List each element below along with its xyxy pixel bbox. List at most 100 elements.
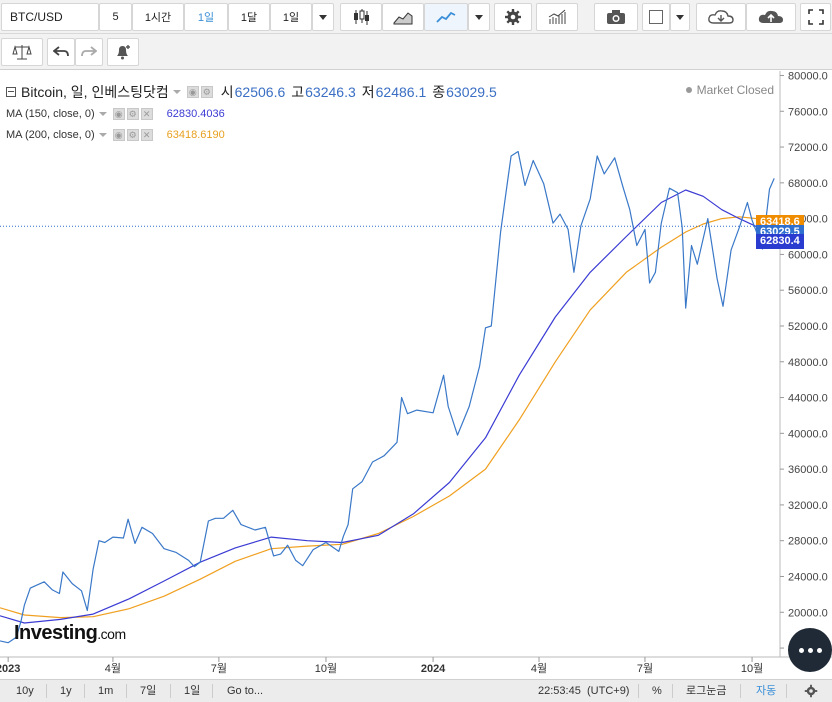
ma200-value: 63418.6190 (166, 128, 225, 141)
interval-dropdown-button[interactable]: 1일 (270, 3, 312, 31)
alert-button[interactable] (107, 38, 139, 66)
ma150-price-tag: 62830.4 (756, 234, 804, 250)
screenshot-button[interactable] (594, 3, 638, 31)
eye-icon[interactable]: ◉ (186, 86, 199, 98)
separator (212, 684, 213, 698)
goto-button[interactable]: Go to... (227, 685, 264, 697)
line-chart-button[interactable] (424, 3, 468, 31)
fullscreen-button[interactable] (800, 3, 831, 31)
time-tick-label: 2024 (421, 663, 446, 675)
high-value: 63246.3 (305, 84, 356, 100)
candles-chart-button[interactable] (340, 3, 382, 31)
legend-title: Bitcoin, 일, 인베스팅닷컴 (21, 84, 169, 100)
cloud-download-button[interactable] (696, 3, 746, 31)
chevron-down-icon (475, 14, 483, 20)
clock-time: 22:53:45 (538, 685, 581, 697)
time-tick-label: 10월 (315, 662, 337, 675)
price-chart[interactable]: 16000.020000.024000.028000.032000.036000… (0, 71, 832, 679)
ma200-label: MA (200, close, 0) (6, 128, 95, 141)
compare-button[interactable] (1, 38, 43, 66)
interval-1h-button[interactable]: 1시간 (132, 3, 184, 31)
bottom-bar: 10y 1y 1m 7일 1일 Go to... 22:53:45 (UTC+9… (0, 679, 832, 702)
color-picker-button[interactable] (642, 3, 670, 31)
bell-plus-icon (117, 45, 130, 60)
high-label: 고 (291, 84, 305, 100)
more-options-button[interactable] (788, 628, 832, 672)
auto-scale-toggle[interactable]: 자동 (756, 685, 777, 697)
ma150-value: 62830.4036 (166, 107, 225, 120)
area-chart-button[interactable] (382, 3, 424, 31)
price-tick-label: 52000.0 (788, 321, 828, 333)
price-tick-label: 56000.0 (788, 285, 828, 297)
scale-settings-button[interactable] (804, 680, 818, 702)
cloud-download-icon (708, 10, 734, 24)
close-value: 63029.5 (446, 84, 497, 100)
interval-1d-button[interactable]: 1일 (184, 3, 228, 31)
chevron-down-icon[interactable] (172, 90, 181, 94)
price-tick-label: 28000.0 (788, 536, 828, 548)
log-scale-toggle[interactable]: 로그눈금 (686, 685, 727, 697)
interval-5-button[interactable]: 5 (99, 3, 132, 31)
redo-button[interactable] (75, 38, 103, 66)
interval-dropdown-caret[interactable] (312, 3, 334, 31)
cloud-upload-button[interactable] (746, 3, 796, 31)
legend-ma150-row: MA (150, close, 0) ◉ ⚙ ✕ 62830.4036 (6, 103, 497, 124)
gear-icon (505, 9, 521, 25)
range-7d-button[interactable]: 7일 (140, 685, 157, 697)
cloud-upload-icon (758, 10, 783, 23)
area-chart-icon (393, 12, 413, 25)
eye-icon[interactable]: ◉ (112, 107, 125, 120)
chart-area[interactable]: 16000.020000.024000.028000.032000.036000… (0, 71, 832, 679)
interval-1mo-button[interactable]: 1달 (228, 3, 270, 31)
timezone-button[interactable]: (UTC+9) (587, 685, 630, 697)
price-tick-label: 68000.0 (788, 178, 828, 190)
color-swatch-icon (649, 10, 663, 24)
chart-type-dropdown[interactable] (468, 3, 490, 31)
gear-icon[interactable]: ⚙ (200, 86, 213, 98)
time-tick-label: 4월 (105, 662, 121, 675)
price-axis[interactable]: 16000.020000.024000.028000.032000.036000… (779, 71, 828, 657)
collapse-icon[interactable] (6, 87, 16, 97)
ma200-line (0, 216, 775, 619)
settings-button[interactable] (494, 3, 532, 31)
range-1m-button[interactable]: 1m (98, 685, 114, 697)
status-dot-icon (685, 87, 692, 93)
separator (170, 684, 171, 698)
chevron-down-icon (676, 14, 684, 20)
separator (84, 684, 85, 698)
percent-toggle[interactable]: % (652, 685, 662, 697)
price-tick-label: 72000.0 (788, 142, 828, 154)
open-label: 시 (220, 84, 234, 100)
price-tick-label: 60000.0 (788, 249, 828, 261)
logo-brand: Investing (14, 622, 98, 644)
gear-icon[interactable]: ⚙ (126, 107, 139, 120)
candlestick-icon (354, 9, 369, 25)
separator (126, 684, 127, 698)
price-tick-label: 32000.0 (788, 500, 828, 512)
price-tick-label: 24000.0 (788, 571, 828, 583)
symbol-input[interactable]: BTC/USD (1, 3, 99, 31)
range-10y-button[interactable]: 10y (16, 685, 34, 697)
price-line (0, 150, 775, 644)
chevron-down-icon (319, 14, 327, 20)
legend-main-row: Bitcoin, 일, 인베스팅닷컴 ◉ ⚙ 시 62506.6 고 63246… (6, 81, 497, 103)
range-1y-button[interactable]: 1y (60, 685, 72, 697)
separator (46, 684, 47, 698)
gear-icon[interactable]: ⚙ (126, 128, 139, 141)
chart-legend: Bitcoin, 일, 인베스팅닷컴 ◉ ⚙ 시 62506.6 고 63246… (6, 81, 497, 145)
indicators-button[interactable] (536, 3, 578, 31)
range-1d-button[interactable]: 1일 (184, 685, 201, 697)
chevron-down-icon[interactable] (98, 111, 107, 116)
time-tick-label: 7월 (637, 662, 653, 675)
chevron-down-icon[interactable] (98, 132, 107, 137)
undo-button[interactable] (47, 38, 75, 66)
price-tick-label: 40000.0 (788, 428, 828, 440)
eye-icon[interactable]: ◉ (112, 128, 125, 141)
color-dropdown[interactable] (670, 3, 690, 31)
time-axis[interactable]: 2023 4월 7월 10월 2024 4월 7월 10월 (0, 656, 832, 675)
top-toolbar: BTC/USD 5 1시간 1일 1달 1일 (0, 0, 832, 34)
close-icon[interactable]: ✕ (140, 107, 153, 120)
separator (638, 684, 639, 698)
close-icon[interactable]: ✕ (140, 128, 153, 141)
